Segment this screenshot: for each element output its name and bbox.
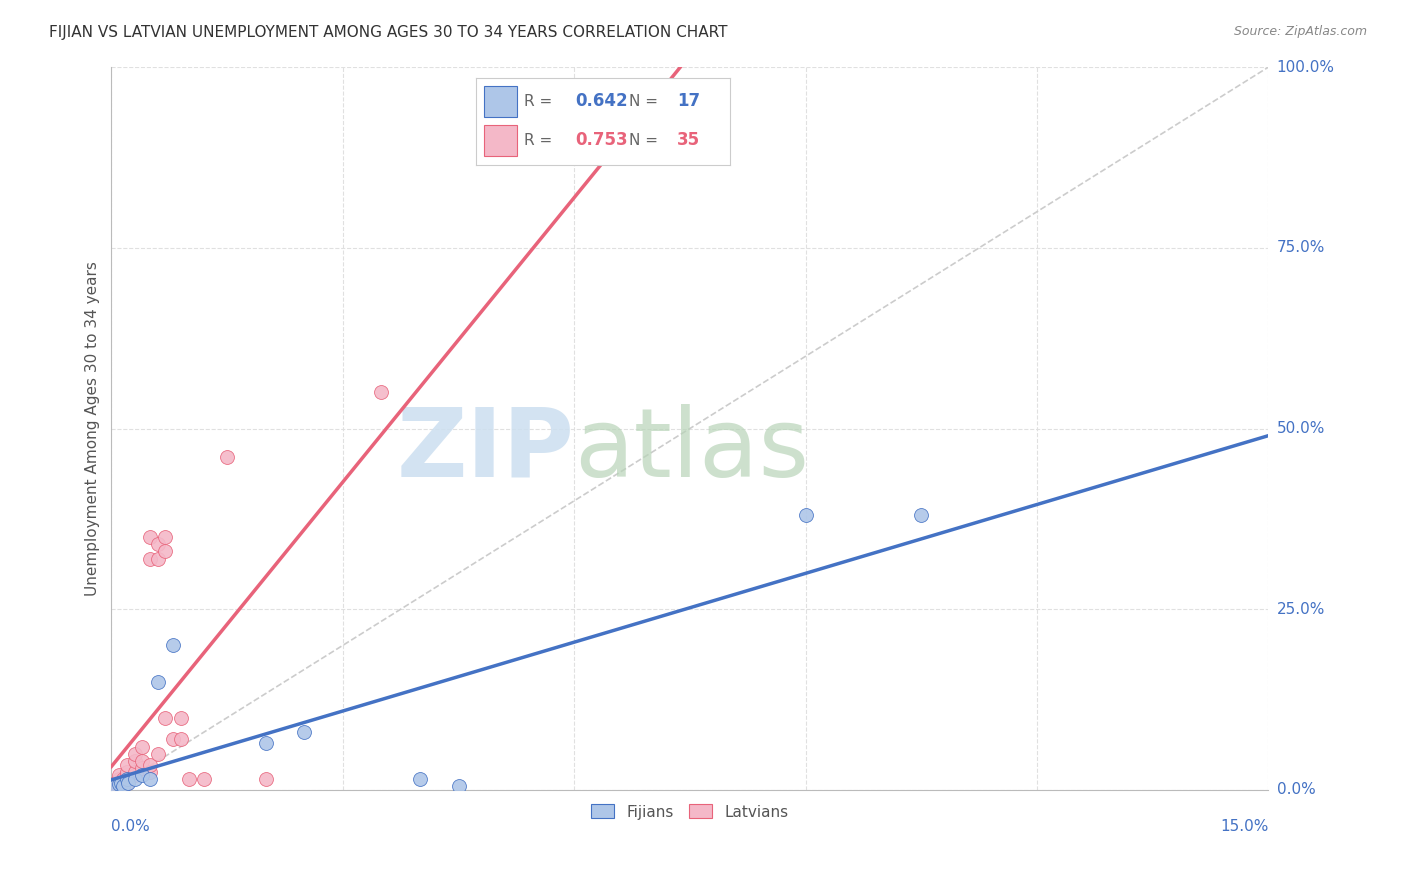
Point [370, 385, 392, 400]
Point [103, 780, 125, 794]
Text: Source: ZipAtlas.com: Source: ZipAtlas.com [1233, 25, 1367, 38]
Point [124, 764, 146, 779]
Point [155, 544, 177, 558]
Text: atlas: atlas [574, 404, 810, 497]
Point [104, 780, 127, 794]
Point [104, 775, 127, 789]
Point [111, 772, 134, 786]
Point [131, 761, 153, 775]
Point [115, 764, 138, 779]
Point [409, 772, 432, 786]
Y-axis label: Unemployment Among Ages 30 to 34 years: Unemployment Among Ages 30 to 34 years [86, 261, 100, 596]
Point [146, 537, 169, 551]
Point [117, 775, 139, 789]
Text: ZIP: ZIP [396, 404, 574, 497]
Point [139, 757, 162, 772]
Point [124, 772, 146, 786]
Text: 0.0%: 0.0% [1277, 782, 1316, 797]
Point [115, 775, 138, 789]
Point [254, 736, 277, 750]
Point [177, 772, 200, 786]
Point [115, 757, 138, 772]
Point [108, 772, 131, 786]
Text: 15.0%: 15.0% [1220, 819, 1268, 834]
Point [124, 768, 146, 782]
Point [162, 638, 184, 652]
Point [155, 530, 177, 544]
Point [115, 768, 138, 782]
Point [193, 772, 215, 786]
Point [139, 551, 162, 566]
Point [110, 775, 132, 789]
Point [254, 772, 277, 786]
Point [131, 768, 153, 782]
Point [108, 777, 131, 791]
Text: 75.0%: 75.0% [1277, 240, 1324, 255]
Point [794, 508, 817, 523]
Legend: Fijians, Latvians: Fijians, Latvians [585, 798, 794, 826]
Text: FIJIAN VS LATVIAN UNEMPLOYMENT AMONG AGES 30 TO 34 YEARS CORRELATION CHART: FIJIAN VS LATVIAN UNEMPLOYMENT AMONG AGE… [49, 25, 728, 40]
Point [146, 551, 169, 566]
Point [108, 775, 131, 789]
Point [447, 780, 470, 794]
Point [170, 711, 193, 725]
Point [139, 772, 162, 786]
Point [131, 754, 153, 768]
Point [115, 772, 138, 786]
Point [139, 530, 162, 544]
Point [217, 450, 239, 465]
Point [146, 747, 169, 761]
Point [146, 674, 169, 689]
Text: 25.0%: 25.0% [1277, 602, 1324, 616]
Point [162, 732, 184, 747]
Text: 0.0%: 0.0% [111, 819, 150, 834]
Point [139, 764, 162, 779]
Point [292, 725, 315, 739]
Text: 100.0%: 100.0% [1277, 60, 1334, 75]
Point [910, 508, 932, 523]
Point [124, 754, 146, 768]
Point [155, 711, 177, 725]
Point [131, 739, 153, 754]
Text: 50.0%: 50.0% [1277, 421, 1324, 436]
Point [108, 768, 131, 782]
Point [170, 732, 193, 747]
Point [111, 780, 134, 794]
Point [124, 747, 146, 761]
